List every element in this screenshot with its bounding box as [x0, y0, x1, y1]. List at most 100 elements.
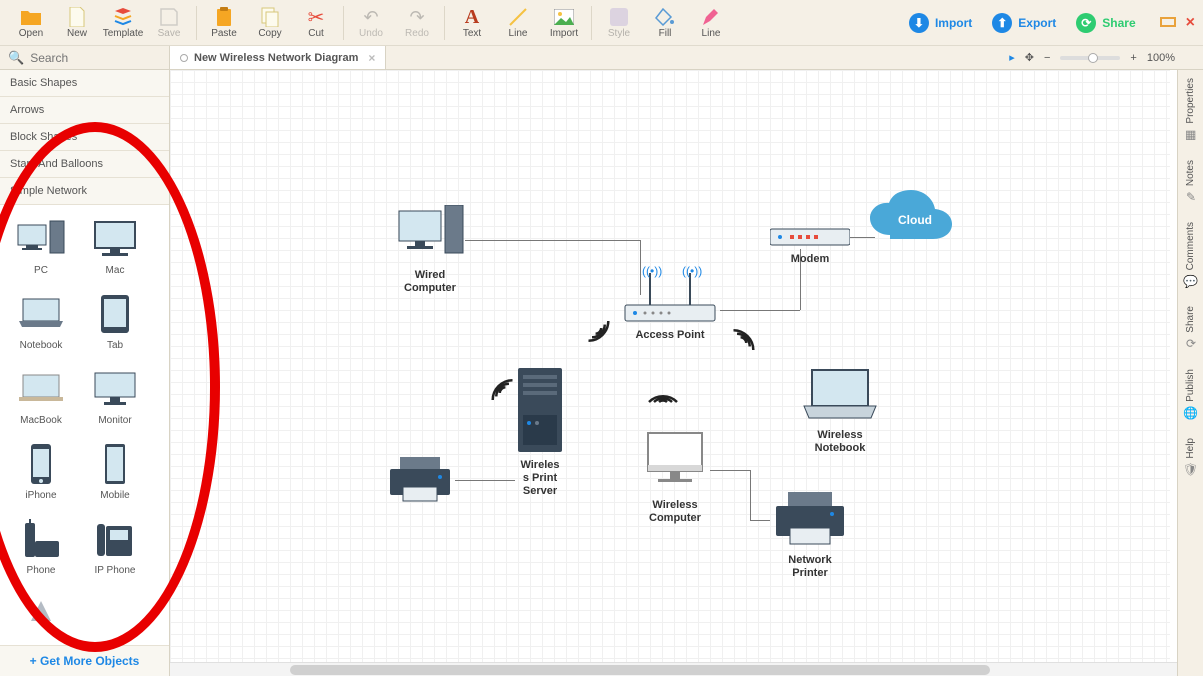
- export-button[interactable]: ⬆Export: [982, 9, 1066, 37]
- canvas[interactable]: WiredComputer ((•))((•))Access Point Modem…: [170, 70, 1177, 676]
- cut-icon: ✂: [305, 6, 327, 28]
- style-button[interactable]: Style: [596, 2, 642, 44]
- category-stars-balloons[interactable]: Stars And Balloons: [0, 151, 169, 178]
- redo-icon: ↷: [406, 6, 428, 28]
- search-container: 🔍: [0, 46, 170, 69]
- wifi-icon: [724, 312, 771, 359]
- folder-icon: [20, 6, 42, 28]
- node-wireless_print_server[interactable]: Wireless PrintServer: [515, 365, 565, 499]
- shape-label: Notebook: [20, 340, 63, 351]
- save-button[interactable]: Save: [146, 2, 192, 44]
- template-button[interactable]: Template: [100, 2, 146, 44]
- horizontal-scrollbar[interactable]: [170, 662, 1177, 676]
- search-input[interactable]: [30, 51, 161, 65]
- text-button[interactable]: AText: [449, 2, 495, 44]
- shape-label: Mac: [106, 265, 125, 276]
- edge: [750, 470, 751, 520]
- comments-icon: 💬: [1183, 274, 1198, 288]
- save-label: Save: [158, 28, 181, 39]
- copy-label: Copy: [258, 28, 281, 39]
- shape-monitor[interactable]: Monitor: [78, 361, 152, 436]
- svg-text:((•)): ((•)): [642, 265, 662, 278]
- pan-tool-icon[interactable]: ✥: [1025, 51, 1034, 64]
- rail-properties[interactable]: ▦Properties: [1185, 78, 1196, 142]
- top-toolbar: Open New Template Save Paste Copy ✂Cut ↶…: [0, 0, 1203, 46]
- node-modem[interactable]: Modem: [770, 225, 850, 266]
- edge: [720, 310, 800, 311]
- paste-button[interactable]: Paste: [201, 2, 247, 44]
- edge: [710, 470, 750, 471]
- node-label: WirelessComputer: [649, 499, 701, 525]
- rail-share[interactable]: ⟳Share: [1185, 306, 1196, 351]
- redo-button[interactable]: ↷Redo: [394, 2, 440, 44]
- tab-title: New Wireless Network Diagram: [194, 52, 358, 64]
- shape-tab[interactable]: Tab: [78, 286, 152, 361]
- rail-help[interactable]: 🛡Help: [1183, 438, 1198, 477]
- pointer-tool-icon[interactable]: ▸: [1009, 51, 1015, 64]
- category-simple-network[interactable]: Simple Network: [0, 178, 169, 205]
- line-button[interactable]: Line: [495, 2, 541, 44]
- shape-label: Monitor: [98, 415, 131, 426]
- text-label: Text: [463, 28, 481, 39]
- zoom-out-icon[interactable]: −: [1044, 52, 1050, 64]
- category-arrows[interactable]: Arrows: [0, 97, 169, 124]
- new-doc-icon: [66, 6, 88, 28]
- zoom-in-icon[interactable]: +: [1130, 52, 1136, 64]
- new-button[interactable]: New: [54, 2, 100, 44]
- import-button[interactable]: ⬇Import: [899, 9, 982, 37]
- fill-button[interactable]: Fill: [642, 2, 688, 44]
- window-restore-icon[interactable]: [1160, 14, 1176, 32]
- notes-icon: ✎: [1185, 190, 1195, 204]
- share-button[interactable]: ⟳Share: [1066, 9, 1145, 37]
- properties-icon: ▦: [1185, 128, 1196, 142]
- open-button[interactable]: Open: [8, 2, 54, 44]
- node-access_point[interactable]: ((•))((•))Access Point: [620, 265, 720, 342]
- right-rail: ▦Properties ✎Notes 💬Comments ⟳Share 🌐Pub…: [1177, 70, 1203, 676]
- help-icon: 🛡: [1183, 462, 1198, 476]
- separator: [444, 6, 445, 40]
- paste-label: Paste: [211, 28, 237, 39]
- node-printer[interactable]: [385, 455, 455, 505]
- shape-notebook[interactable]: Notebook: [4, 286, 78, 361]
- rail-comments[interactable]: 💬Comments: [1183, 222, 1198, 288]
- shape-mac[interactable]: Mac: [78, 211, 152, 286]
- download-icon: ⬇: [909, 13, 929, 33]
- cut-button[interactable]: ✂Cut: [293, 2, 339, 44]
- share-rail-icon: ⟳: [1185, 337, 1195, 351]
- node-wired_computer[interactable]: WiredComputer: [395, 205, 465, 295]
- save-icon: [158, 6, 180, 28]
- shape-phone[interactable]: Phone: [4, 511, 78, 586]
- style-label: Style: [608, 28, 630, 39]
- paste-icon: [213, 6, 235, 28]
- get-more-objects-button[interactable]: + Get More Objects: [0, 645, 169, 676]
- edge: [455, 480, 515, 481]
- shape-more[interactable]: [4, 586, 78, 645]
- node-network_printer[interactable]: NetworkPrinter: [770, 490, 850, 580]
- shape-mobile[interactable]: Mobile: [78, 436, 152, 511]
- category-block-shapes[interactable]: Block Shapes: [0, 124, 169, 151]
- category-basic-shapes[interactable]: Basic Shapes: [0, 70, 169, 97]
- copy-button[interactable]: Copy: [247, 2, 293, 44]
- share-label: Share: [1102, 16, 1135, 30]
- node-cloud[interactable]: Cloud: [865, 190, 965, 250]
- shape-sidebar: Basic Shapes Arrows Block Shapes Stars A…: [0, 70, 170, 676]
- cut-label: Cut: [308, 28, 324, 39]
- image-icon: [553, 6, 575, 28]
- open-label: Open: [19, 28, 43, 39]
- shape-ip-phone[interactable]: IP Phone: [78, 511, 152, 586]
- rail-publish[interactable]: 🌐Publish: [1183, 369, 1198, 420]
- shape-grid: PC Mac Notebook Tab MacBook Monitor iPho…: [0, 205, 169, 645]
- shape-macbook[interactable]: MacBook: [4, 361, 78, 436]
- window-close-icon[interactable]: ×: [1186, 14, 1195, 32]
- shape-pc[interactable]: PC: [4, 211, 78, 286]
- zoom-slider[interactable]: [1060, 56, 1120, 60]
- line-style-button[interactable]: Line: [688, 2, 734, 44]
- shape-iphone[interactable]: iPhone: [4, 436, 78, 511]
- node-wireless_computer[interactable]: WirelessComputer: [640, 425, 710, 525]
- document-tab[interactable]: New Wireless Network Diagram ×: [170, 46, 386, 69]
- node-wireless_notebook[interactable]: WirelessNotebook: [800, 365, 880, 455]
- undo-button[interactable]: ↶Undo: [348, 2, 394, 44]
- tab-close-icon[interactable]: ×: [368, 51, 375, 65]
- rail-notes[interactable]: ✎Notes: [1185, 160, 1196, 204]
- import-img-button[interactable]: Import: [541, 2, 587, 44]
